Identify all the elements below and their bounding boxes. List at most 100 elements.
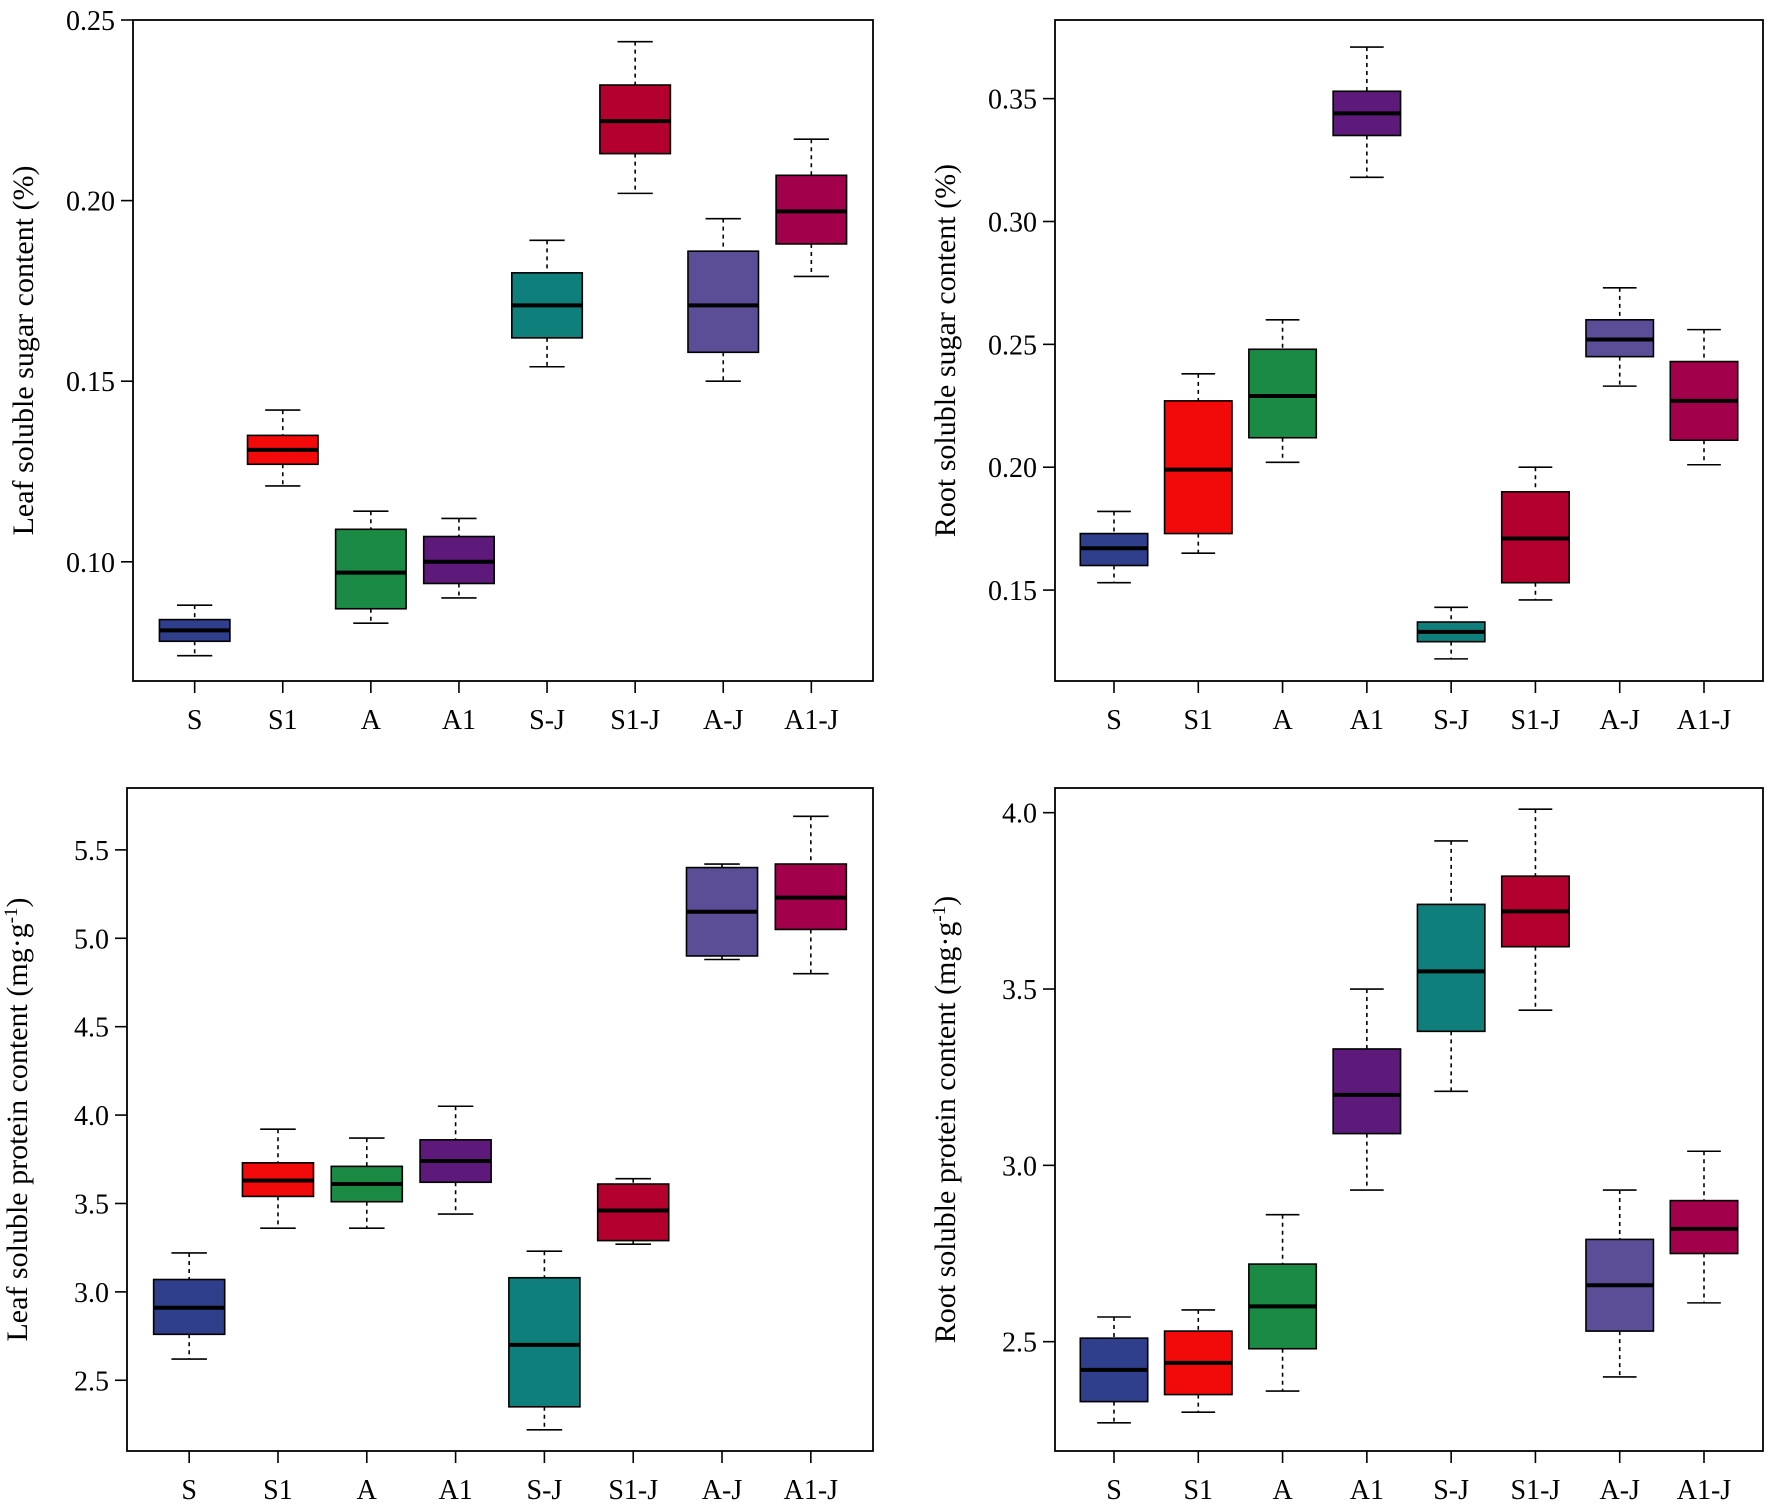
- y-axis-title-text: Leaf soluble protein content (mg·g: [1, 923, 34, 1341]
- y-axis-title-superscript: -1: [1, 907, 22, 923]
- y-tick-label: 3.0: [74, 1278, 109, 1309]
- x-tick-label: A1: [442, 705, 476, 736]
- box-s-j: [511, 239, 584, 368]
- iqr-box: [1163, 400, 1233, 535]
- x-tick-label: A-J: [1599, 1475, 1640, 1506]
- y-tick-label: 4.0: [1002, 799, 1037, 830]
- y-axis-title: Leaf soluble sugar content (%): [7, 166, 40, 536]
- box-s1-j: [596, 1177, 670, 1245]
- box-s1: [241, 1128, 315, 1230]
- plot-frame: [132, 19, 874, 682]
- plot-frame: [126, 787, 874, 1452]
- box-a-j: [685, 863, 759, 961]
- y-tick-label: 5.0: [74, 924, 109, 955]
- panel-leaf-sugar: 0.10 0.15 0.20 0.25 Leaf soluble sugar conte…: [7, 6, 874, 736]
- x-tick-label: S: [187, 705, 203, 736]
- y-tick-label: 0.25: [988, 330, 1037, 361]
- x-tick-label: A1-J: [1677, 705, 1732, 736]
- x-tick-label: S1-J: [1511, 1475, 1561, 1506]
- y-tick-label: 0.15: [66, 367, 115, 398]
- box-a1-j: [774, 815, 848, 975]
- y-tick-label: 3.5: [1002, 975, 1037, 1006]
- x-tick-label: S1-J: [1511, 705, 1561, 736]
- x-tick-label: A1: [438, 1475, 472, 1506]
- box-a: [330, 1137, 404, 1230]
- box-s1-j: [1500, 808, 1570, 1011]
- box-a1: [1332, 988, 1402, 1191]
- box-a1: [1332, 46, 1402, 179]
- y-tick-label: 0.35: [988, 85, 1037, 116]
- x-tick-label: A: [1272, 1475, 1293, 1506]
- panel-root-sugar: 0.15 0.20 0.25 0.30 0.35 Root soluble sugar c…: [929, 19, 1764, 736]
- x-tick-label: S1: [268, 705, 298, 736]
- box-a1-j: [775, 138, 848, 278]
- iqr-box: [1416, 903, 1486, 1033]
- box-a: [1248, 318, 1318, 464]
- y-tick-label: 5.5: [74, 836, 109, 867]
- box-a-j: [1585, 287, 1655, 387]
- x-tick-label: S: [181, 1475, 197, 1506]
- y-axis-title-suffix: ): [1, 897, 34, 907]
- x-tick-label: S: [1106, 1475, 1122, 1506]
- x-tick-label: A: [1272, 705, 1293, 736]
- x-tick-label: S1-J: [610, 705, 660, 736]
- y-tick-label: 4.0: [74, 1101, 109, 1132]
- box-a-j: [1585, 1189, 1655, 1378]
- x-tick-label: A1-J: [1677, 1475, 1732, 1506]
- box-a: [1248, 1213, 1318, 1392]
- box-s-j: [1416, 606, 1486, 660]
- y-axis-title: Root soluble sugar content (%): [929, 164, 962, 537]
- x-tick-label: S1-J: [608, 1475, 658, 1506]
- y-tick-label: 2.5: [74, 1366, 109, 1397]
- x-tick-label: S-J: [529, 705, 565, 736]
- y-axis-title: Root soluble protein content (mg·g-1): [929, 896, 962, 1343]
- box-s1: [1163, 373, 1233, 555]
- y-axis-title: Leaf soluble protein content (mg·g-1): [1, 897, 34, 1341]
- y-axis-title-text: Root soluble protein content (mg·g: [929, 922, 962, 1344]
- x-tick-label: A1-J: [784, 705, 839, 736]
- y-axis-title-text: Root soluble sugar content (%): [929, 164, 962, 537]
- x-tick-label: A: [361, 705, 382, 736]
- y-tick-label: 0.15: [988, 576, 1037, 607]
- x-tick-label: A1: [1350, 705, 1384, 736]
- x-tick-label: A1-J: [784, 1475, 839, 1506]
- y-tick-label: 0.20: [66, 187, 115, 218]
- x-tick-label: A-J: [1599, 705, 1640, 736]
- y-tick-label: 3.0: [1002, 1151, 1037, 1182]
- y-axis-title-text: Leaf soluble sugar content (%): [7, 166, 40, 536]
- box-s1-j: [1500, 466, 1570, 601]
- iqr-box: [1248, 348, 1318, 439]
- box-a-j: [687, 217, 760, 383]
- box-a1: [419, 1105, 492, 1215]
- x-tick-label: S-J: [1433, 1475, 1469, 1506]
- x-tick-label: A-J: [702, 1475, 743, 1506]
- box-a: [334, 510, 407, 625]
- x-tick-label: S1: [263, 1475, 293, 1506]
- box-s-j: [508, 1250, 581, 1431]
- y-tick-label: 0.30: [988, 207, 1037, 238]
- box-s-j: [1416, 840, 1486, 1093]
- y-axis-title-suffix: ): [929, 896, 962, 906]
- y-tick-label: 0.10: [66, 548, 115, 579]
- box-s: [1079, 510, 1149, 584]
- x-tick-label: A: [357, 1475, 378, 1506]
- iqr-box: [508, 1276, 581, 1408]
- y-tick-label: 3.5: [74, 1189, 109, 1220]
- iqr-box: [1332, 1048, 1402, 1135]
- iqr-box: [334, 528, 407, 610]
- x-tick-label: S: [1106, 705, 1122, 736]
- y-tick-label: 2.5: [1002, 1328, 1037, 1359]
- x-tick-label: S1: [1183, 1475, 1213, 1506]
- box-a1: [422, 517, 495, 599]
- plot-frame: [1054, 787, 1764, 1452]
- box-s: [1079, 1316, 1149, 1424]
- x-tick-label: S-J: [1433, 705, 1469, 736]
- panel-root-protein: 2.5 3.0 3.5 4.0 Root soluble protein content…: [929, 787, 1764, 1506]
- box-a1-j: [1669, 328, 1739, 466]
- iqr-box: [687, 250, 760, 354]
- box-a1-j: [1669, 1150, 1739, 1304]
- box-s1-j: [599, 40, 672, 195]
- box-s1: [246, 409, 319, 487]
- box-s: [152, 1252, 226, 1360]
